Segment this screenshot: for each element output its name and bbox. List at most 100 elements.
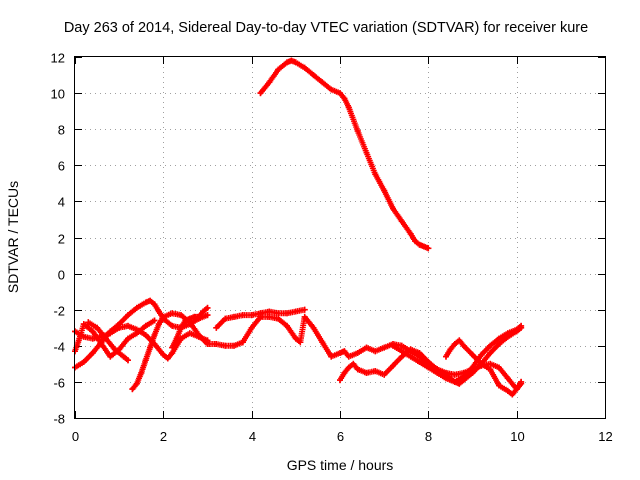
data-point [345, 353, 352, 360]
y-tick-label: 6 [58, 159, 65, 174]
y-tick-label: -2 [53, 304, 65, 319]
data-point [248, 312, 255, 319]
data-point [80, 359, 87, 365]
data-point [107, 353, 114, 360]
data-point [416, 241, 423, 248]
data-point [125, 312, 131, 319]
data-point [354, 366, 361, 373]
data-point [372, 348, 379, 355]
data-point [425, 245, 432, 252]
data-point [169, 350, 176, 356]
data-point [425, 359, 432, 365]
data-point [496, 341, 502, 347]
data-point [487, 360, 494, 367]
data-point [142, 357, 149, 364]
x-tick-label: 12 [598, 429, 612, 444]
y-tick-label: -6 [53, 376, 65, 391]
data-point [390, 362, 396, 369]
data-point [222, 342, 229, 349]
data-point [354, 128, 361, 134]
data-point [147, 297, 154, 304]
data-point [275, 66, 282, 73]
x-tick-label: 4 [249, 429, 256, 444]
data-point [142, 322, 149, 329]
data-point [155, 308, 162, 315]
data-point [257, 90, 264, 97]
data-point [398, 342, 405, 349]
data-point [182, 317, 189, 324]
data-point [151, 301, 158, 308]
y-tick-label: -8 [53, 412, 65, 427]
data-point [398, 353, 405, 360]
data-point [487, 350, 494, 356]
data-point [372, 368, 379, 375]
data-point [169, 344, 176, 351]
data-point [319, 339, 326, 346]
data-point [341, 348, 348, 355]
data-point [451, 378, 458, 385]
data-point [337, 90, 343, 97]
plot-marks [72, 57, 525, 398]
data-point [266, 79, 273, 86]
series-arc-7 [213, 306, 308, 331]
data-point [518, 324, 525, 331]
data-point [416, 350, 423, 356]
data-point [504, 333, 511, 340]
data-point [222, 315, 229, 322]
x-tick-label: 6 [337, 429, 344, 444]
data-point [460, 377, 467, 384]
data-point [381, 371, 388, 378]
data-point [350, 360, 357, 367]
data-point [363, 149, 370, 156]
series-markers [337, 322, 525, 385]
data-point [120, 353, 127, 360]
data-point [469, 351, 476, 358]
plot-frame [74, 56, 606, 419]
data-point [155, 321, 162, 328]
data-point [504, 375, 511, 382]
data-point [204, 341, 211, 347]
series-arc-high [257, 57, 432, 252]
series-arc-11 [443, 337, 525, 398]
data-point [328, 86, 335, 93]
data-point [469, 369, 476, 376]
data-point [275, 315, 282, 322]
data-point [85, 319, 92, 326]
x-tick-label: 2 [160, 429, 167, 444]
data-point [231, 342, 237, 349]
data-point [173, 335, 180, 342]
data-point [420, 243, 427, 250]
data-point [125, 335, 131, 342]
data-point [310, 324, 317, 331]
data-point [509, 391, 516, 398]
data-point [301, 306, 308, 313]
data-point [292, 59, 299, 66]
data-point [460, 342, 467, 349]
data-point [425, 364, 432, 371]
data-point [98, 341, 105, 347]
data-point [381, 187, 388, 194]
data-point [151, 317, 158, 324]
data-point [478, 360, 485, 367]
data-point [292, 335, 299, 342]
data-point [407, 230, 414, 237]
data-point [129, 386, 136, 393]
data-point [169, 322, 176, 329]
data-point [284, 59, 290, 66]
data-point [213, 341, 220, 347]
data-point [257, 313, 264, 320]
data-point [487, 342, 494, 349]
y-tick-label: 8 [58, 123, 65, 138]
data-point [178, 324, 184, 331]
series-arc-9 [337, 322, 525, 385]
data-point [398, 348, 405, 355]
series-arc-10 [390, 324, 525, 387]
data-point [337, 350, 343, 356]
data-point [496, 382, 502, 389]
x-tick-label: 8 [425, 429, 432, 444]
data-point [328, 353, 335, 360]
data-point [513, 328, 520, 335]
data-point [248, 324, 255, 331]
data-point [292, 308, 299, 315]
data-point [337, 377, 343, 384]
